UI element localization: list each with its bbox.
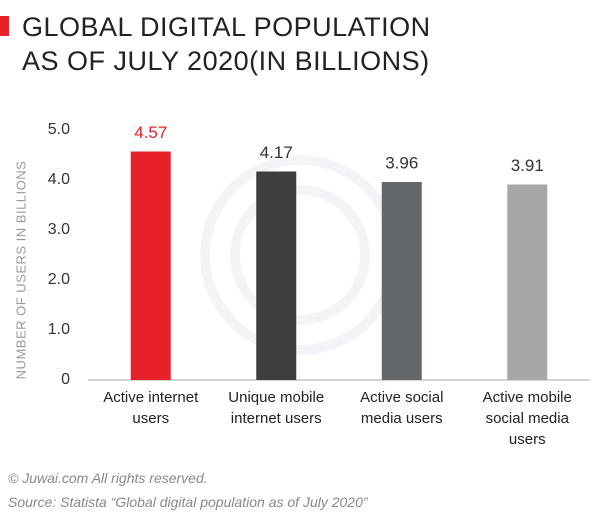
x-tick-label: Active internet users bbox=[103, 389, 199, 427]
y-tick-label: 2.0 bbox=[48, 271, 70, 288]
y-tick-label: 0 bbox=[61, 371, 70, 388]
source: Source: Statista “Global digital populat… bbox=[8, 494, 368, 510]
x-tick-label: Active mobile social media users bbox=[482, 389, 572, 448]
y-tick-label: 4.0 bbox=[48, 171, 70, 188]
value-label: 4.17 bbox=[260, 143, 293, 162]
bar bbox=[256, 171, 297, 380]
y-tick-label: 3.0 bbox=[48, 221, 70, 238]
value-label: 3.91 bbox=[511, 156, 544, 175]
y-tick-label: 1.0 bbox=[48, 321, 70, 338]
y-axis-label: NUMBER OF USERS IN BILLIONS bbox=[13, 161, 28, 380]
watermark bbox=[200, 155, 400, 355]
copyright: © Juwai.com All rights reserved. bbox=[8, 470, 208, 486]
bar bbox=[381, 182, 422, 380]
value-label: 4.57 bbox=[134, 123, 167, 142]
value-label: 3.96 bbox=[385, 153, 418, 172]
chart-title: GLOBAL DIGITAL POPULATION AS OF JULY 202… bbox=[22, 12, 431, 76]
bar bbox=[130, 151, 171, 380]
title-marker bbox=[0, 16, 9, 36]
y-tick-label: 5.0 bbox=[48, 121, 70, 138]
x-tick-label: Unique mobile internet users bbox=[228, 389, 325, 427]
bar bbox=[507, 184, 548, 380]
x-tick-label: Active social media users bbox=[360, 389, 444, 427]
